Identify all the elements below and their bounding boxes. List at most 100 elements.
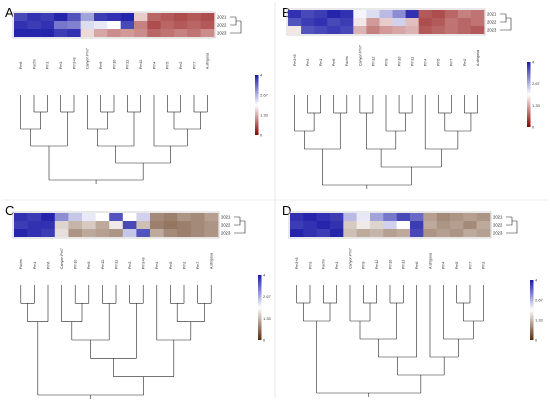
heatmap-cell (107, 29, 121, 37)
panel-a: A 2021 2022 2023 Pm6 Fuchs Pm1 Pm3 Pm3+8 Canyon … (5, 5, 269, 184)
heatmap-cell (288, 26, 302, 34)
row-dendrogram (500, 13, 512, 31)
heatmap-cell (340, 18, 354, 26)
heatmap-cell (120, 29, 135, 37)
heatmap-cell (150, 229, 164, 237)
heatmap-cell (40, 21, 55, 29)
heatmap-cell (450, 213, 464, 221)
heatmap-cell (134, 21, 148, 29)
heatmap-cell (405, 10, 419, 18)
dendrogram (294, 95, 478, 189)
taxon-label: Pm5 (166, 62, 170, 69)
heatmap-cell (423, 221, 437, 229)
taxon-label: Pm2 (182, 262, 186, 269)
panel-d: D 2021 2022 2023 Pm3+8 Pm3 Fuchs Pm1 Canyon Pm7… (282, 203, 544, 397)
colorbar-tick-label: 2.67 (535, 298, 544, 303)
heatmap-cell (80, 13, 95, 21)
heatmap-cell (177, 221, 192, 229)
colorbar-tick-label: 0 (263, 338, 266, 343)
year-label: 2022 (221, 222, 231, 227)
panel-label: A (5, 5, 14, 20)
taxon-label: Pm12 (375, 260, 379, 269)
heatmap-cell (383, 213, 397, 221)
taxon-label: Canyon Pm7 (358, 45, 362, 66)
heatmap-cell (356, 213, 371, 221)
heatmap-cell (444, 26, 459, 34)
heatmap-cell (40, 29, 55, 37)
year-label: 2022 (487, 19, 497, 24)
heatmap-cell (370, 221, 384, 229)
taxon-label: Pm5 (437, 59, 441, 66)
heatmap-cell (418, 10, 433, 18)
heatmap-cell (109, 221, 124, 229)
heatmap-cell (174, 29, 188, 37)
heatmap-cell (301, 18, 315, 26)
heatmap-cell (366, 10, 380, 18)
heatmap-cell (290, 221, 304, 229)
heatmap-cell (463, 221, 477, 229)
heatmap-cell (160, 21, 175, 29)
heatmap-cell (396, 213, 411, 221)
row-dendrogram (234, 216, 246, 234)
heatmap-cell (343, 221, 357, 229)
taxon-label: Pm9 (362, 262, 366, 269)
panel-label: B (282, 5, 291, 20)
year-label: 2023 (493, 230, 503, 235)
heatmap-cell (190, 213, 205, 221)
heatmap-cell (204, 213, 219, 221)
taxon-label: Pm3 (308, 262, 312, 269)
heatmap-cell (54, 221, 69, 229)
taxon-label: Pm11 (402, 260, 406, 269)
taxon-label: Pm10 (388, 260, 392, 269)
panel-c: C 2021 2022 2023 Fuchs Pm1 Pm6 Canyon Pm7 Pm10 P… (5, 203, 272, 399)
heatmap-cell (190, 221, 205, 229)
heatmap-cell (366, 26, 380, 34)
heatmap-cell (107, 21, 121, 29)
heatmap-cell (327, 18, 341, 26)
heatmap-cell (40, 13, 55, 21)
heatmap-cell (353, 10, 367, 18)
heatmap-cell (122, 213, 137, 221)
heatmap-cell (147, 21, 161, 29)
heatmap-cell (122, 229, 137, 237)
taxon-label: Fuchs (32, 59, 36, 69)
heatmap-cell (383, 229, 397, 237)
heatmap-cell (301, 26, 315, 34)
heatmap-cell (27, 229, 42, 237)
heatmap-cell (147, 29, 161, 37)
year-label: 2021 (493, 214, 503, 219)
taxon-label: Pm1 (319, 59, 323, 66)
heatmap-cell (392, 10, 406, 18)
heatmap-cell (82, 213, 96, 221)
colorbar-tick-label: 1.33 (260, 113, 269, 118)
heatmap-cell (314, 10, 328, 18)
taxon-label: Pm5 (455, 262, 459, 269)
heatmap-cell (410, 229, 424, 237)
colorbar-gradient (258, 275, 262, 340)
heatmap-cell (356, 229, 371, 237)
heatmap-cell (418, 26, 433, 34)
heatmap-cell (392, 18, 406, 26)
heatmap-cell (457, 26, 472, 34)
heatmap-cell (80, 29, 95, 37)
heatmap-cell (94, 13, 108, 21)
taxon-label: Pm4 (152, 62, 156, 69)
heatmap-cell (54, 213, 69, 221)
colorbar-gradient (530, 280, 534, 340)
year-label: 2023 (221, 230, 231, 235)
heatmap-cell (67, 29, 81, 37)
dendrogram (296, 285, 484, 397)
taxon-label: Pm10 (74, 260, 78, 269)
heatmap-cell (330, 221, 344, 229)
heatmap-cell (95, 229, 110, 237)
taxon-label: Fuchs (322, 259, 326, 269)
heatmap-cell (54, 21, 68, 29)
heatmap-cell (431, 10, 446, 18)
taxon-label: Pm1 (46, 62, 50, 69)
heatmap-cell (366, 18, 380, 26)
heatmap-cell (136, 229, 151, 237)
heatmap-cell (288, 10, 302, 18)
heatmap-cell (204, 221, 219, 229)
heatmap-cell (444, 18, 459, 26)
colorbar: 4 2.67 1.33 0 (258, 273, 272, 343)
